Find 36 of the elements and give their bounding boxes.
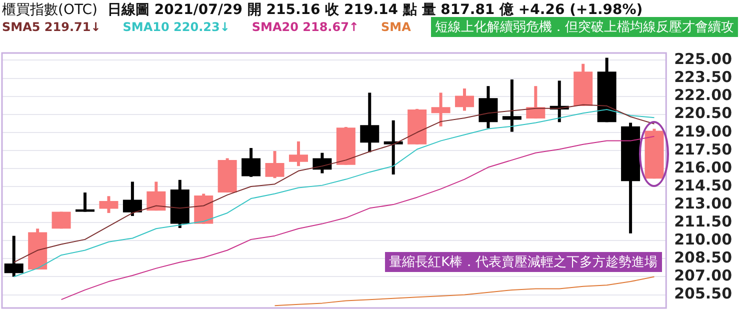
chart-title: 櫃買指數(OTC)	[2, 2, 98, 18]
candlestick	[526, 86, 546, 119]
candlestick	[360, 92, 380, 152]
candlestick	[242, 148, 261, 177]
y-tick-label: 222.00	[674, 86, 732, 104]
y-tick-label: 213.00	[674, 194, 732, 212]
candlestick	[312, 152, 332, 174]
y-tick-label: 208.50	[674, 248, 732, 267]
y-tick-label: 214.50	[674, 176, 732, 194]
candlestick	[76, 192, 95, 212]
y-tick-label: 205.50	[674, 284, 732, 303]
chart-subtitle: 日線圖 2021/07/29 開 215.16 收 219.14 點 量 817.81 億 +4.26 (+1.98%)	[107, 2, 643, 18]
candlestick	[122, 182, 142, 216]
text: SMA20 218.67↑	[252, 20, 359, 34]
candlestick	[288, 141, 308, 166]
candlestick	[99, 196, 118, 213]
y-tick-label: 217.50	[674, 140, 732, 158]
candlestick	[4, 236, 24, 277]
candlestick	[502, 79, 522, 132]
y-tick-label: 225.00	[674, 50, 732, 68]
y-tick-label: 210.00	[674, 230, 732, 249]
y-tick-label: 216.00	[674, 158, 732, 176]
annotation: 量縮長紅K棒．代表賣壓減輕之下多方趁勢進場	[385, 252, 662, 272]
y-tick-label: 207.00	[674, 266, 732, 285]
y-tick-label: 219.00	[674, 122, 732, 140]
candlestick	[265, 151, 284, 178]
y-tick-label: 223.50	[674, 68, 732, 86]
text: SMA	[380, 20, 411, 34]
text: SMA5 219.71↓	[2, 20, 101, 34]
text: SMA10 220.23↓	[122, 20, 230, 34]
candlestick	[431, 92, 450, 126]
candlestick	[146, 182, 166, 211]
y-tick-label: 211.50	[674, 212, 732, 230]
y-tick-label: 220.50	[674, 104, 732, 122]
candlestick	[455, 88, 474, 111]
text: 短線上化解續弱危機．但突破上檔均線反壓才會續攻	[431, 17, 738, 37]
